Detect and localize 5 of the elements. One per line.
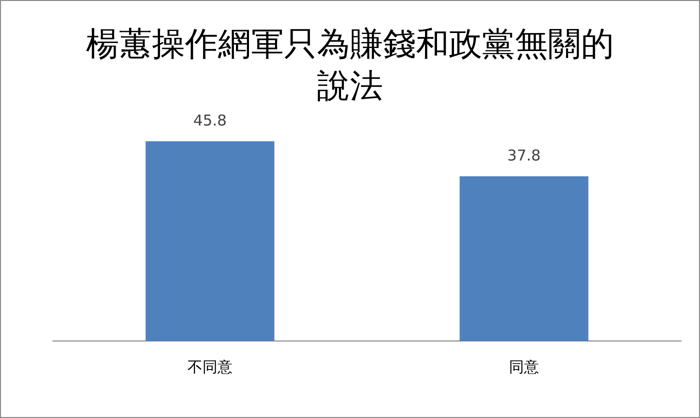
data-label: 37.8 [507,146,541,165]
data-label: 45.8 [193,112,227,130]
x-tick-label: 同意 [509,358,539,376]
chart-title: 楊蕙操作網軍只為賺錢和政黨無關的說法 [85,23,615,107]
x-tick-label: 不同意 [188,358,232,376]
